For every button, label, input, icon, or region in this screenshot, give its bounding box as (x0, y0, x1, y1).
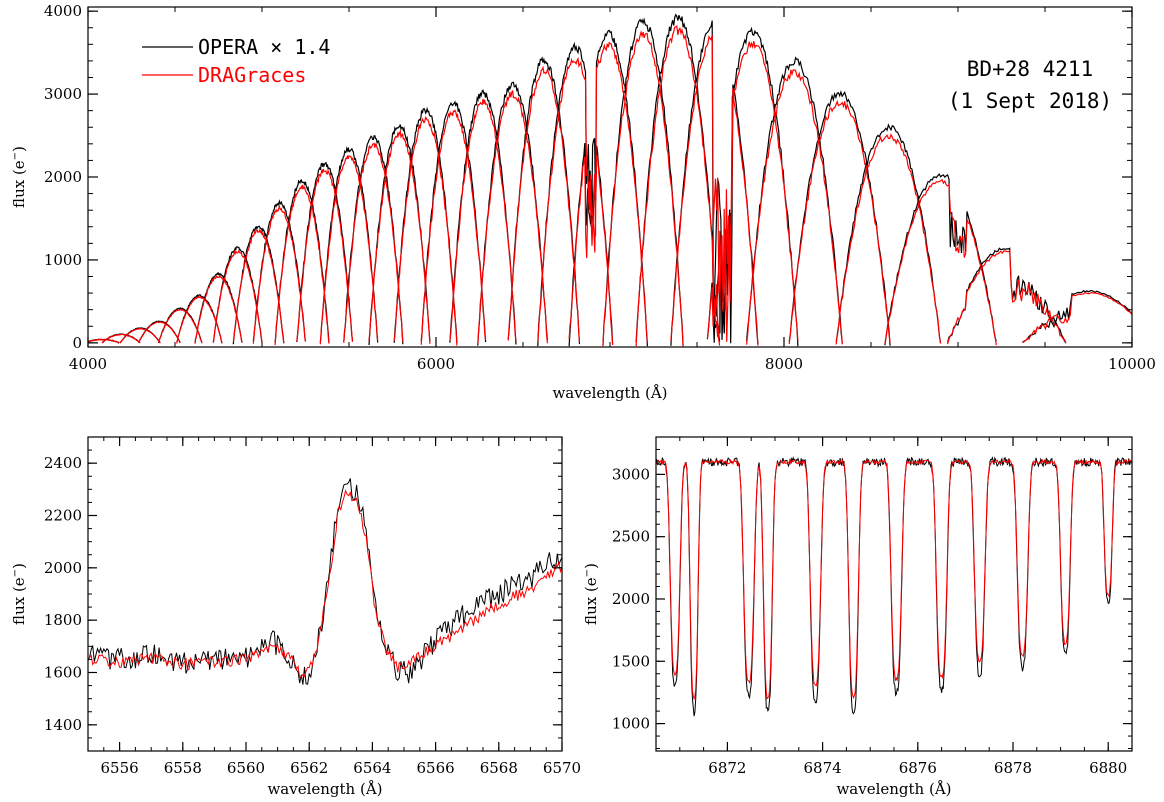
x-tick-label: 8000 (765, 355, 803, 373)
annotation-date: (1 Sept 2018) (948, 89, 1112, 113)
x-tick-label: 4000 (69, 355, 107, 373)
x-tick-label: 6568 (480, 759, 518, 777)
series-line-opera (655, 456, 1133, 717)
x-tick-label: 6874 (804, 759, 842, 777)
y-tick-label: 2500 (612, 528, 650, 546)
y-tick-label: 1000 (44, 251, 82, 269)
x-tick-label: 6570 (543, 759, 581, 777)
y-tick-label: 1800 (44, 611, 82, 629)
y-tick-label: 2000 (44, 168, 82, 186)
bottom-right-plot-frame (655, 436, 1133, 752)
y-tick-label: 2000 (44, 559, 82, 577)
bottom-right-y-axis-title: flux (e−) (582, 563, 600, 625)
x-tick-label: 6560 (227, 759, 265, 777)
y-tick-label: 1500 (612, 652, 650, 670)
series-line-dragraces (88, 25, 1132, 347)
x-tick-label: 6564 (353, 759, 391, 777)
y-tick-label: 2200 (44, 507, 82, 525)
top-tick-layer: 4000 6000 8000 10000 0 1000 2000 3000 4000 (44, 2, 1156, 373)
bottom-left-tick-layer: 6556 6558 6560 6562 6564 6566 6568 6570 1400 1600… (44, 436, 581, 777)
x-tick-label: 6558 (164, 759, 202, 777)
x-tick-label: 6562 (290, 759, 328, 777)
series-line-opera (87, 478, 563, 685)
bottom-right-panel: 6872 6874 6876 6878 6880 1000 1500 2000 2500 3000… (582, 436, 1133, 798)
y-tick-label: 1000 (612, 715, 650, 733)
legend-label-opera: OPERA × 1.4 (198, 35, 330, 59)
y-tick-label: 1400 (44, 716, 82, 734)
x-tick-label: 6872 (708, 759, 746, 777)
x-tick-label: 6880 (1089, 759, 1127, 777)
y-tick-label: 2400 (44, 454, 82, 472)
bottom-right-data-layer (655, 456, 1133, 717)
top-x-axis-title: wavelength (Å) (552, 384, 667, 402)
legend: OPERA × 1.4 DRAGraces (142, 35, 330, 87)
y-tick-label: 2000 (612, 590, 650, 608)
x-tick-label: 10000 (1108, 355, 1156, 373)
bottom-right-x-axis-title: wavelength (Å) (836, 780, 951, 798)
bottom-left-y-axis-title: flux (e−) (10, 563, 28, 625)
y-tick-label: 1600 (44, 664, 82, 682)
annotation-star-name: BD+28 4211 (967, 57, 1093, 81)
x-tick-label: 6876 (899, 759, 937, 777)
legend-label-dragraces: DRAGraces (198, 63, 306, 87)
series-line-dragraces (655, 458, 1133, 701)
y-tick-label: 0 (72, 334, 82, 352)
x-tick-label: 6878 (994, 759, 1032, 777)
y-tick-label: 3000 (612, 465, 650, 483)
series-line-dragraces (87, 488, 563, 679)
bottom-right-tick-layer: 6872 6874 6876 6878 6880 1000 1500 2000 2500 3000 (612, 436, 1133, 777)
bottom-left-data-layer (87, 478, 563, 685)
y-tick-label: 3000 (44, 85, 82, 103)
x-tick-label: 6566 (417, 759, 455, 777)
top-y-axis-title: flux (e−) (10, 146, 28, 208)
x-tick-label: 6556 (101, 759, 139, 777)
y-tick-label: 4000 (44, 2, 82, 20)
top-panel: 4000 6000 8000 10000 0 1000 2000 3000 4000 wavel… (10, 2, 1156, 402)
bottom-left-x-axis-title: wavelength (Å) (267, 780, 382, 798)
top-data-layer (88, 13, 1132, 347)
x-tick-label: 6000 (417, 355, 455, 373)
bottom-left-panel: 6556 6558 6560 6562 6564 6566 6568 6570 1400 1600… (10, 436, 581, 798)
